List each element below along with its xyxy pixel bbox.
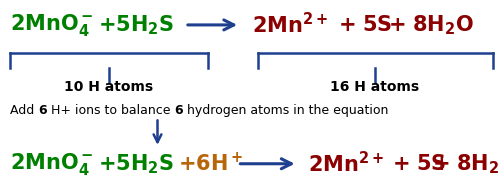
Text: H+ ions to balance: H+ ions to balance (47, 104, 174, 117)
Text: $\mathbf{2MnO_4^-}$: $\mathbf{2MnO_4^-}$ (10, 12, 94, 38)
Text: $\mathbf{2Mn^{2+}}$: $\mathbf{2Mn^{2+}}$ (252, 12, 328, 38)
Text: $\mathbf{+ 5H_2S}$: $\mathbf{+ 5H_2S}$ (98, 13, 174, 37)
Text: Add: Add (10, 104, 38, 117)
Text: 10 H atoms: 10 H atoms (64, 80, 154, 94)
Text: hydrogen atoms in the equation: hydrogen atoms in the equation (183, 104, 388, 117)
Text: $\mathbf{+ 5H_2S}$: $\mathbf{+ 5H_2S}$ (98, 152, 174, 176)
Text: $\mathbf{2Mn^{2+}}$: $\mathbf{2Mn^{2+}}$ (308, 151, 384, 176)
Text: $\mathbf{2MnO_4^-}$: $\mathbf{2MnO_4^-}$ (10, 151, 94, 177)
Text: $\mathbf{+ \ 8H_2O}$: $\mathbf{+ \ 8H_2O}$ (388, 13, 474, 37)
Text: 16 H atoms: 16 H atoms (330, 80, 420, 94)
Text: 6: 6 (38, 104, 47, 117)
Text: $\mathbf{+ \ 8H_2O}$: $\mathbf{+ \ 8H_2O}$ (432, 152, 500, 176)
Text: $\mathbf{+ \ 5S}$: $\mathbf{+ \ 5S}$ (392, 154, 447, 174)
Text: $\mathbf{+ 6H^+}$: $\mathbf{+ 6H^+}$ (178, 152, 242, 175)
Text: $\mathbf{+ \ 5S}$: $\mathbf{+ \ 5S}$ (338, 15, 392, 35)
Text: 6: 6 (174, 104, 183, 117)
